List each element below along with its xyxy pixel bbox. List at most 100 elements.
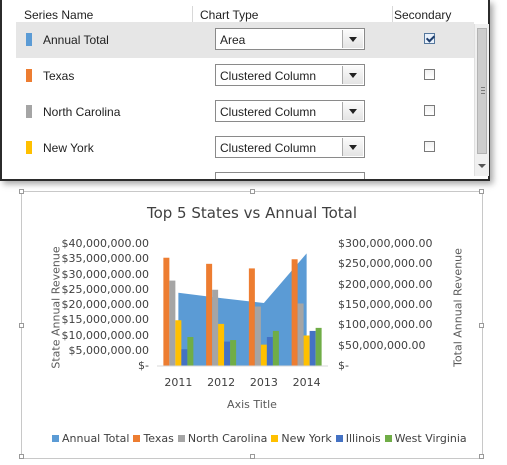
resize-handle[interactable]: [250, 454, 255, 459]
series-color-swatch: [26, 69, 32, 82]
secondary-axis-checkbox[interactable]: [424, 105, 435, 116]
bar-illinois-2013[interactable]: [266, 337, 273, 366]
series-row-north-carolina[interactable]: North Carolina Clustered Column: [16, 94, 474, 130]
bar-west-virginia-2011[interactable]: [187, 337, 194, 366]
x-tick-label[interactable]: 2014: [293, 376, 321, 389]
chart-type-dropdown[interactable]: Clustered Column: [215, 136, 365, 158]
right-axis-tick-label: $200,000,000.00: [338, 277, 433, 291]
secondary-axis-checkbox[interactable]: [424, 141, 435, 152]
bar-texas-2013[interactable]: [248, 268, 255, 366]
series-name-label: Texas: [43, 69, 75, 83]
bar-texas-2012[interactable]: [206, 263, 213, 366]
area-series-annual-total[interactable]: [178, 253, 307, 366]
grip-line: [481, 87, 485, 88]
series-name-header: Series Name: [24, 8, 94, 22]
resize-handle[interactable]: [479, 454, 484, 459]
right-axis-tick-label: $100,000,000.00: [338, 318, 433, 332]
chart-type-dropdown[interactable]: Area: [215, 28, 365, 50]
bar-new-york-2012[interactable]: [218, 323, 225, 366]
bar-new-york-2013[interactable]: [260, 344, 267, 366]
resize-handle[interactable]: [479, 189, 484, 194]
left-axis-tick-label: $10,000,000.00: [61, 328, 149, 342]
secondary-axis-checkbox[interactable]: [424, 69, 435, 80]
left-axis-tick-label: $35,000,000.00: [61, 252, 149, 266]
chart-type-dropdown[interactable]: Clustered Column: [215, 100, 365, 122]
resize-handle[interactable]: [250, 189, 255, 194]
legend-item[interactable]: New York: [271, 432, 332, 445]
bar-illinois-2011[interactable]: [181, 349, 188, 366]
scroll-down-arrow-icon[interactable]: [478, 164, 486, 168]
bar-north-carolina-2013[interactable]: [254, 306, 261, 366]
x-tick-label[interactable]: 2012: [207, 376, 235, 389]
series-color-swatch: [26, 33, 32, 46]
series-chart-type-dialog: Series Name Chart Type Secondary Axis An…: [0, 0, 490, 181]
chart-legend[interactable]: Annual Total Texas North Carolina New York I…: [52, 432, 471, 445]
legend-label: New York: [281, 432, 332, 445]
series-color-swatch: [26, 105, 32, 118]
bar-texas-2011[interactable]: [163, 257, 170, 366]
left-axis-tick-label: $30,000,000.00: [61, 267, 149, 281]
scrollbar-thumb[interactable]: [477, 28, 487, 154]
x-tick-label[interactable]: 2011: [164, 376, 192, 389]
chart-type-dropdown[interactable]: [215, 172, 365, 179]
legend-item[interactable]: Texas: [133, 432, 174, 445]
resize-handle[interactable]: [19, 323, 24, 328]
bar-west-virginia-2012[interactable]: [230, 340, 237, 366]
left-axis-tick-label: $5,000,000.00: [68, 343, 149, 357]
legend-label: Annual Total: [62, 432, 130, 445]
bar-texas-2014[interactable]: [291, 259, 298, 366]
header-divider: [192, 6, 193, 22]
resize-handle[interactable]: [479, 323, 484, 328]
right-axis-tick-label: $150,000,000.00: [338, 298, 433, 311]
series-table-header: Series Name Chart Type Secondary Axis: [16, 4, 474, 36]
legend-item[interactable]: West Virginia: [384, 432, 467, 445]
legend-item[interactable]: Annual Total: [52, 432, 129, 445]
plot-area[interactable]: 2011 2012 2013 2014: [22, 192, 482, 458]
dropdown-arrow-icon[interactable]: [342, 66, 363, 84]
resize-handle[interactable]: [19, 189, 24, 194]
left-axis-tick-label: $40,000,000.00: [61, 237, 149, 250]
chart-type-value: Area: [220, 33, 246, 47]
right-axis-tick-label: $300,000,000.00: [338, 237, 433, 250]
bar-west-virginia-2013[interactable]: [272, 330, 279, 366]
secondary-axis-checkbox[interactable]: [424, 33, 435, 44]
legend-label: Illinois: [345, 432, 381, 445]
bar-north-carolina-2012[interactable]: [212, 289, 219, 366]
series-row-partial: [16, 166, 474, 179]
left-axis-tick-label: $15,000,000.00: [61, 313, 149, 327]
series-row-texas[interactable]: Texas Clustered Column: [16, 58, 474, 94]
bar-north-carolina-2011[interactable]: [169, 280, 176, 366]
resize-handle[interactable]: [19, 454, 24, 459]
bar-illinois-2014[interactable]: [309, 330, 316, 366]
legend-item[interactable]: Illinois: [335, 432, 381, 445]
series-color-swatch: [26, 141, 32, 154]
bar-new-york-2011[interactable]: [175, 320, 182, 366]
dropdown-arrow-icon[interactable]: [342, 30, 363, 48]
series-row-annual-total[interactable]: Annual Total Area: [16, 22, 474, 58]
header-divider: [392, 6, 393, 22]
chart-preview[interactable]: Top 5 States vs Annual Total State Annua…: [19, 189, 484, 459]
series-name-label: Annual Total: [43, 33, 109, 47]
dropdown-arrow-icon[interactable]: [342, 102, 363, 120]
legend-key-icon: [384, 435, 392, 442]
bar-north-carolina-2014[interactable]: [297, 303, 304, 366]
bar-illinois-2012[interactable]: [224, 341, 231, 366]
x-axis-title[interactable]: Axis Title: [227, 398, 277, 411]
grip-line: [481, 93, 485, 94]
legend-key-icon: [335, 435, 343, 442]
legend-item[interactable]: North Carolina: [177, 432, 268, 445]
x-tick-label[interactable]: 2013: [250, 376, 278, 389]
bar-new-york-2014[interactable]: [303, 335, 310, 367]
left-axis-tick-label: $25,000,000.00: [61, 282, 149, 296]
series-row-new-york[interactable]: New York Clustered Column: [16, 130, 474, 166]
bar-west-virginia-2014[interactable]: [315, 327, 322, 366]
chart-type-dropdown[interactable]: Clustered Column: [215, 64, 365, 86]
legend-key-icon: [133, 435, 141, 442]
legend-key-icon: [271, 435, 279, 442]
chart-title[interactable]: Top 5 States vs Annual Total: [146, 204, 358, 222]
legend-label: Texas: [143, 432, 174, 445]
dropdown-arrow-icon[interactable]: [342, 138, 363, 156]
series-list-scrollbar[interactable]: [474, 24, 489, 176]
legend-label: North Carolina: [187, 432, 268, 445]
right-axis-tick-label: $250,000,000.00: [338, 257, 433, 271]
